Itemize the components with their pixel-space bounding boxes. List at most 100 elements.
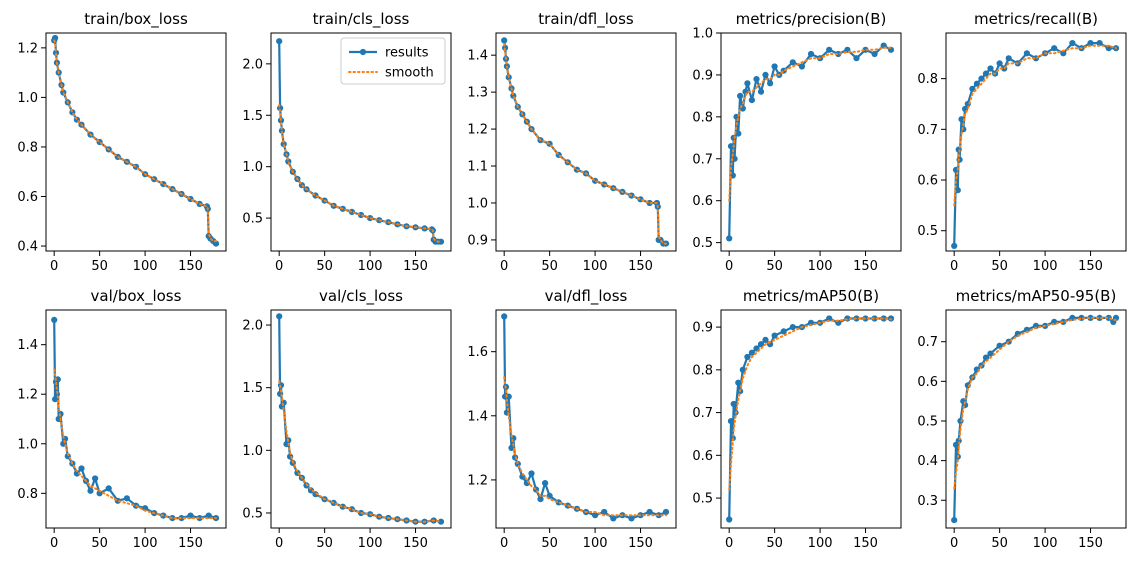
y-tick-label: 1.4 bbox=[467, 49, 488, 64]
x-tick-label: 100 bbox=[583, 536, 608, 551]
plot-frame bbox=[720, 309, 902, 529]
x-tick-label: 50 bbox=[316, 259, 333, 274]
results-data-point bbox=[437, 518, 445, 525]
x-tick-label: 50 bbox=[766, 259, 783, 274]
x-tick-label: 50 bbox=[541, 536, 558, 551]
x-tick-label: 100 bbox=[358, 259, 383, 274]
x-tick-label: 50 bbox=[541, 259, 558, 274]
y-tick-label: 0.7 bbox=[917, 123, 938, 138]
results-data-point bbox=[951, 242, 958, 249]
results-data-point bbox=[1069, 40, 1076, 47]
x-tick-label: 0 bbox=[275, 536, 283, 551]
results-data-point bbox=[954, 187, 961, 194]
legend-results-label: results bbox=[385, 46, 429, 61]
results-data-point bbox=[123, 495, 130, 502]
smooth-series-line bbox=[503, 43, 667, 245]
x-tick-label: 50 bbox=[991, 536, 1008, 551]
x-tick-label: 100 bbox=[133, 536, 158, 551]
results-data-point bbox=[646, 508, 653, 516]
y-tick-label: 1.1 bbox=[467, 160, 488, 175]
subplot-title: val/cls_loss bbox=[319, 287, 403, 306]
y-tick-label: 1.2 bbox=[467, 473, 488, 488]
results-data-point bbox=[996, 60, 1003, 67]
x-tick-label: 0 bbox=[500, 536, 508, 551]
y-tick-label: 0.6 bbox=[17, 190, 38, 205]
results-data-point bbox=[798, 63, 806, 70]
x-tick-label: 0 bbox=[50, 259, 58, 274]
y-tick-label: 1.0 bbox=[242, 160, 263, 175]
results-data-point bbox=[757, 88, 765, 95]
results-data-point bbox=[835, 50, 842, 58]
x-tick-label: 100 bbox=[358, 536, 383, 551]
y-tick-label: 0.9 bbox=[692, 68, 713, 83]
smooth-series-line bbox=[503, 376, 667, 517]
results-data-point bbox=[1087, 314, 1094, 321]
smooth-series-line bbox=[53, 368, 217, 520]
x-tick-label: 150 bbox=[178, 259, 203, 274]
results-data-point bbox=[757, 341, 765, 348]
results-data-point bbox=[1087, 40, 1094, 47]
x-tick-label: 150 bbox=[853, 536, 878, 551]
results-data-point bbox=[92, 475, 99, 482]
results-data-point bbox=[601, 508, 608, 516]
x-tick-label: 100 bbox=[133, 259, 158, 274]
results-data-point bbox=[1005, 55, 1012, 62]
smooth-series-line bbox=[278, 104, 442, 243]
plot-frame bbox=[270, 32, 452, 252]
results-data-point bbox=[982, 70, 990, 77]
smooth-series-line bbox=[728, 46, 892, 202]
results-data-point bbox=[51, 316, 58, 323]
subplot-title: metrics/mAP50-95(B) bbox=[956, 287, 1117, 305]
subplot-10: metrics/mAP50-95(B) 0 50 100 150 0.3 0.4 0.5 0.6… bbox=[917, 287, 1127, 551]
legend-smooth-label: smooth bbox=[385, 66, 434, 81]
y-tick-label: 1.0 bbox=[467, 196, 488, 211]
y-tick-label: 1.0 bbox=[17, 91, 38, 106]
subplot-title: metrics/mAP50(B) bbox=[743, 287, 879, 305]
x-tick-label: 100 bbox=[583, 259, 608, 274]
x-tick-label: 50 bbox=[316, 536, 333, 551]
results-data-point bbox=[789, 59, 796, 66]
results-data-point bbox=[662, 508, 670, 516]
y-tick-label: 2.0 bbox=[242, 57, 263, 72]
y-tick-label: 0.4 bbox=[17, 240, 38, 255]
x-tick-label: 0 bbox=[500, 259, 508, 274]
results-data-point bbox=[592, 512, 599, 519]
y-tick-label: 1.4 bbox=[467, 409, 488, 424]
y-tick-label: 1.0 bbox=[17, 437, 38, 452]
x-tick-label: 50 bbox=[91, 536, 108, 551]
results-data-point bbox=[1096, 314, 1103, 321]
results-data-point bbox=[762, 336, 769, 343]
results-data-point bbox=[767, 80, 774, 87]
x-tick-label: 0 bbox=[950, 536, 958, 551]
results-data-point bbox=[437, 238, 445, 245]
results-data-point bbox=[987, 65, 994, 72]
x-tick-label: 0 bbox=[950, 259, 958, 274]
x-tick-label: 150 bbox=[853, 259, 878, 274]
y-tick-label: 1.6 bbox=[467, 345, 488, 360]
plot-frame bbox=[270, 309, 452, 529]
plot-frame bbox=[720, 32, 902, 252]
plot-frame bbox=[945, 32, 1127, 252]
subplot-title: train/cls_loss bbox=[313, 10, 410, 29]
x-tick-label: 0 bbox=[50, 536, 58, 551]
results-data-point bbox=[726, 516, 733, 523]
subplot-1: train/box_loss 0 50 100 150 0.4 0.6 0.8 1.0 1.2 bbox=[17, 10, 227, 274]
y-tick-label: 0.5 bbox=[242, 212, 263, 227]
results-data-point bbox=[739, 366, 746, 373]
y-tick-label: 1.2 bbox=[467, 123, 488, 138]
results-data-point bbox=[1060, 50, 1067, 57]
results-data-point bbox=[52, 396, 59, 403]
y-tick-label: 0.5 bbox=[692, 236, 713, 251]
y-tick-label: 0.8 bbox=[692, 363, 713, 378]
subplot-title: val/box_loss bbox=[91, 287, 182, 306]
results-data-point bbox=[537, 496, 544, 503]
results-data-point bbox=[871, 50, 878, 58]
results-data-point bbox=[744, 353, 751, 361]
x-tick-label: 150 bbox=[628, 259, 653, 274]
plot-frame bbox=[45, 309, 227, 529]
x-tick-label: 50 bbox=[766, 536, 783, 551]
results-data-point bbox=[276, 313, 283, 320]
plot-frame bbox=[45, 32, 227, 252]
results-data-point bbox=[542, 480, 549, 487]
